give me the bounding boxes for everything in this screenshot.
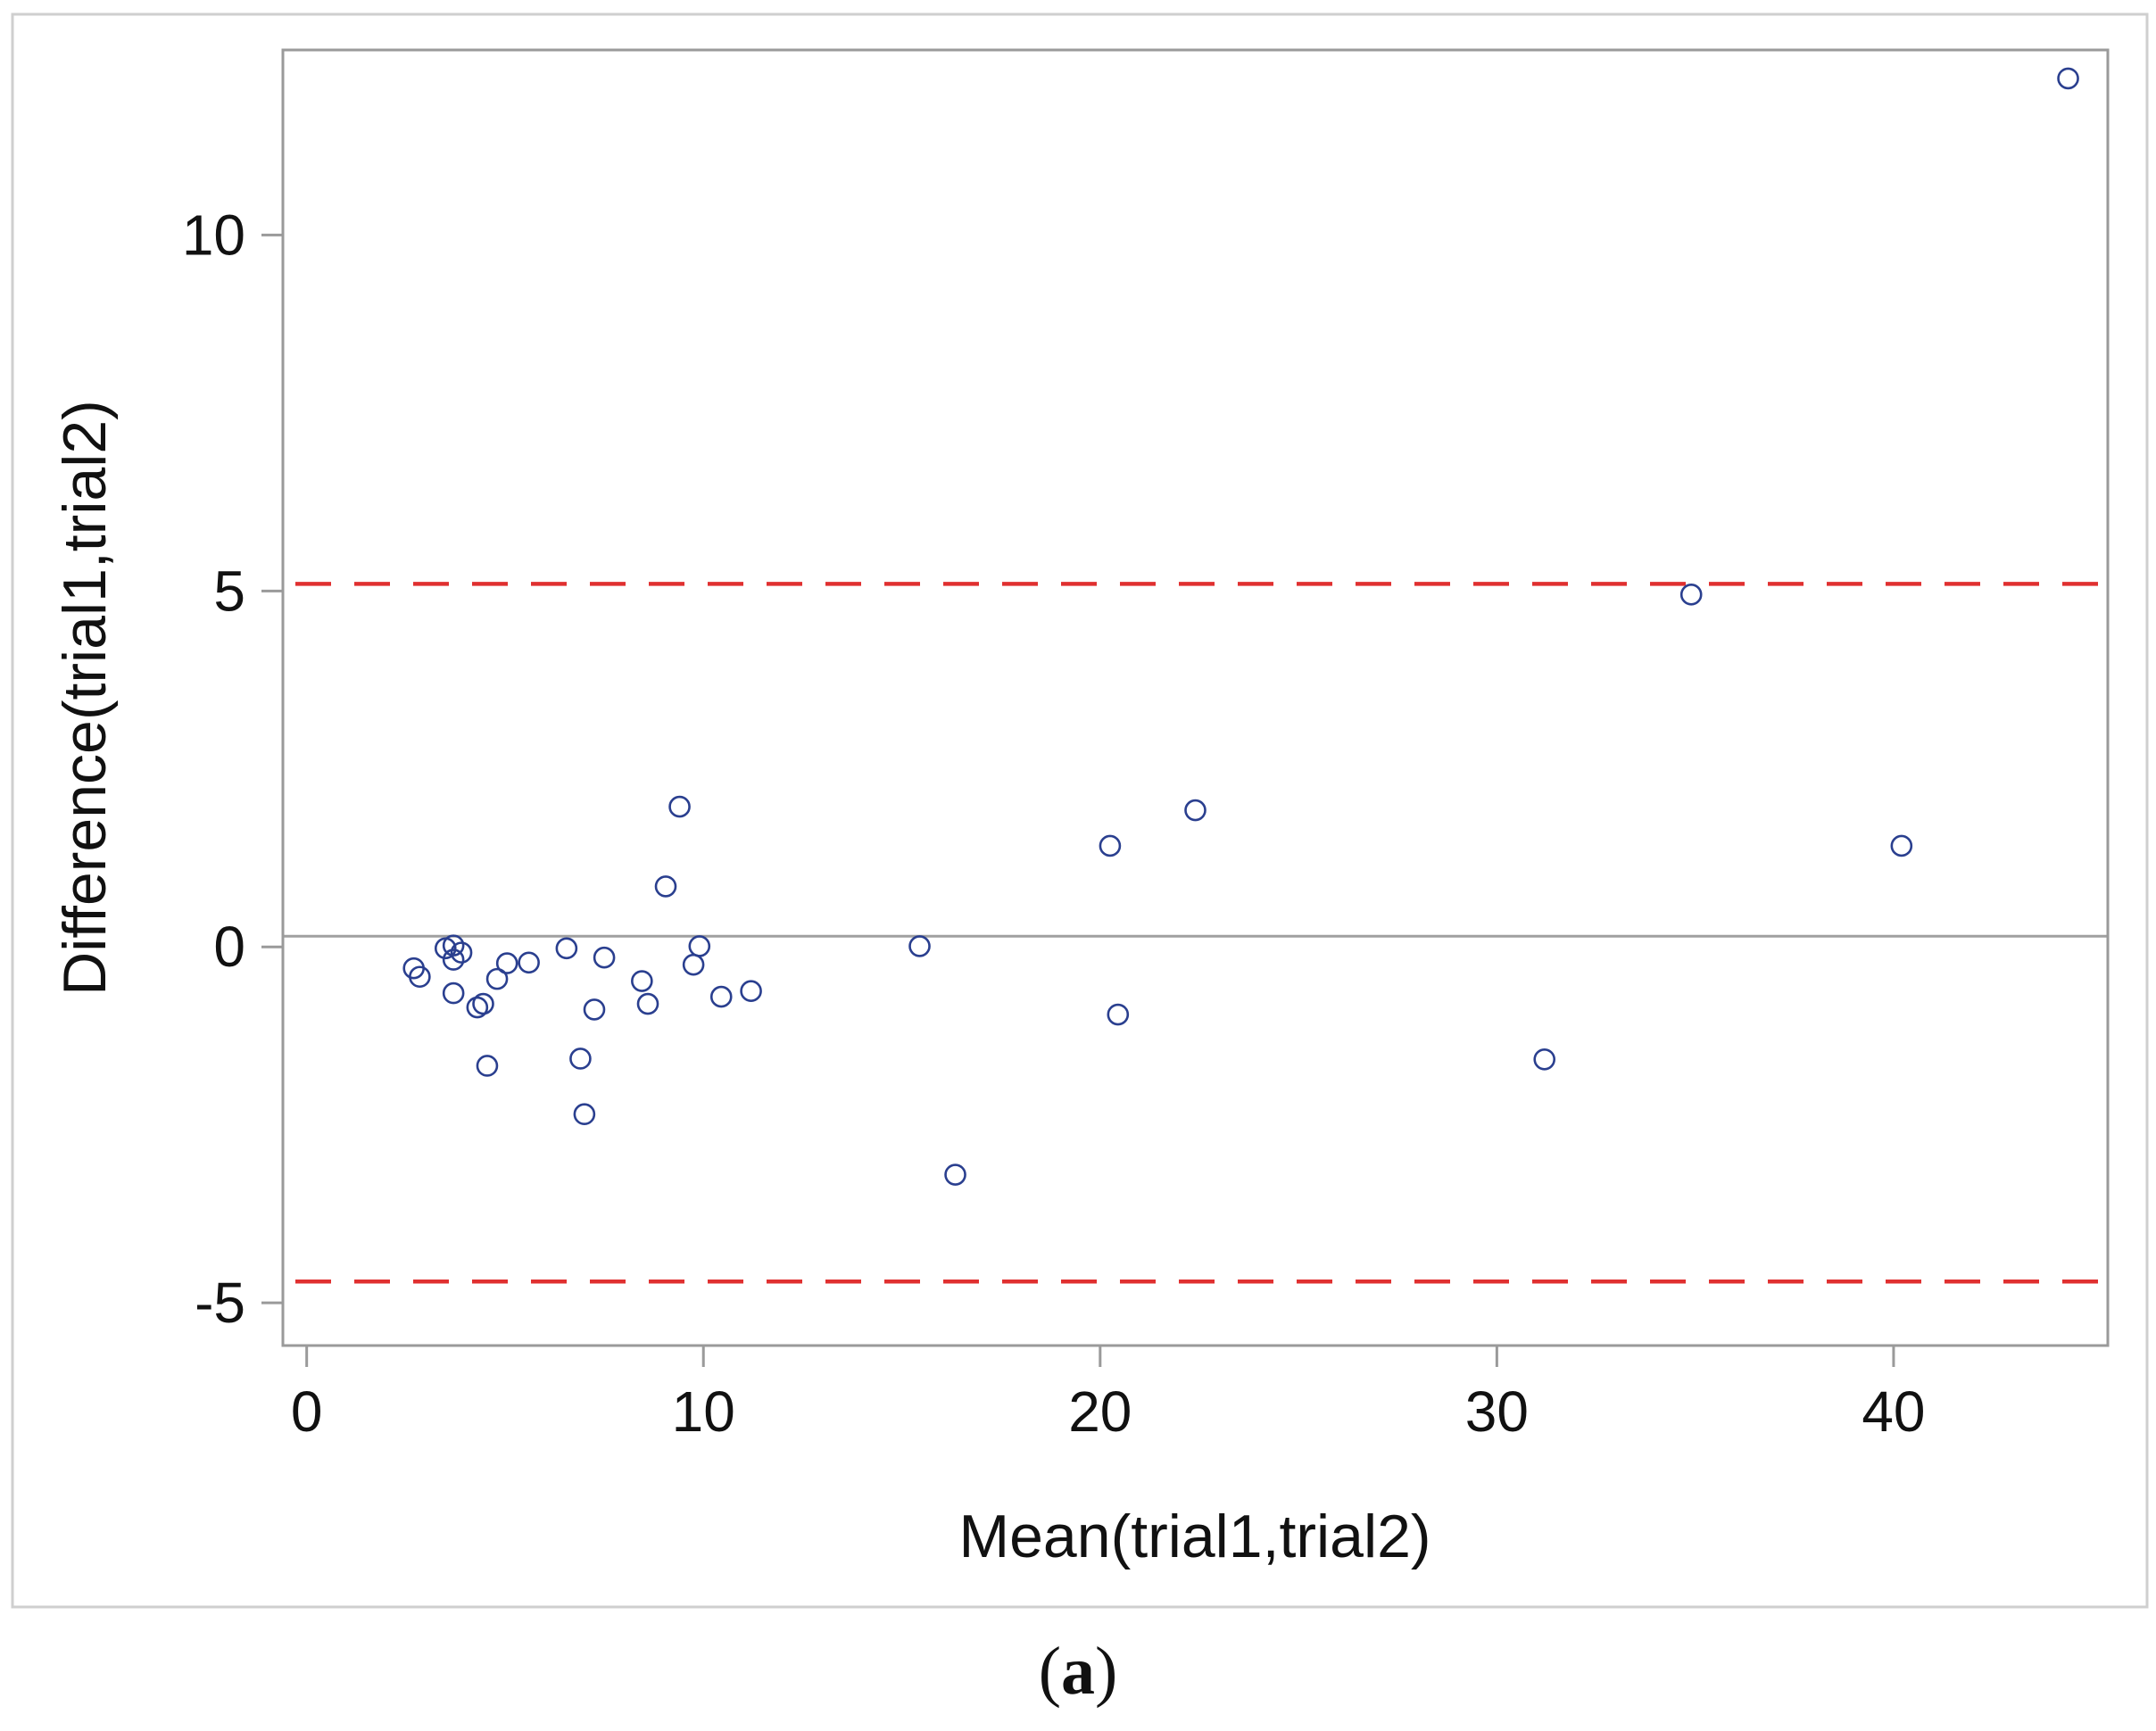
x-tick-label: 30 xyxy=(1465,1379,1529,1444)
data-point xyxy=(442,948,465,971)
data-point xyxy=(1184,799,1207,822)
data-point xyxy=(631,970,653,992)
data-points xyxy=(402,67,2079,1186)
data-point xyxy=(1099,834,1122,857)
x-tick-label: 10 xyxy=(672,1379,735,1444)
y-tick-label: -5 xyxy=(195,1271,245,1335)
data-point xyxy=(495,952,518,974)
data-point xyxy=(583,998,606,1021)
x-tick-label: 0 xyxy=(291,1379,323,1444)
data-point xyxy=(740,980,762,1002)
caption-close-paren: ) xyxy=(1095,1634,1117,1709)
data-point xyxy=(1679,584,1703,606)
data-point xyxy=(442,934,465,957)
x-tick-label: 40 xyxy=(1862,1379,1925,1444)
plot-area-border xyxy=(281,48,2110,1347)
data-point xyxy=(569,1048,592,1070)
data-point xyxy=(450,941,473,964)
data-point xyxy=(2057,67,2079,90)
data-point xyxy=(668,795,691,818)
data-point xyxy=(442,981,465,1005)
data-point xyxy=(573,1103,596,1126)
y-tick-label: 10 xyxy=(182,203,245,267)
data-point xyxy=(1107,1003,1130,1026)
figure-caption: (a) xyxy=(1039,1634,1118,1709)
caption-open-paren: ( xyxy=(1039,1634,1061,1709)
data-point xyxy=(466,996,489,1019)
data-point xyxy=(908,935,931,957)
data-point xyxy=(593,946,616,969)
reference-lines xyxy=(283,582,2108,1284)
y-tick-label: 5 xyxy=(213,559,245,623)
data-point xyxy=(1890,834,1913,857)
y-tick-label: 0 xyxy=(213,915,245,979)
data-point xyxy=(688,935,711,957)
y-axis-label: Difference(trial1,trial2) xyxy=(51,400,119,996)
data-point xyxy=(476,1055,499,1077)
data-point xyxy=(518,951,540,974)
data-point xyxy=(636,992,659,1015)
data-point xyxy=(1533,1048,1556,1071)
data-point xyxy=(944,1164,966,1186)
figure-border xyxy=(11,12,2149,1609)
x-axis-label: Mean(trial1,trial2) xyxy=(958,1503,1430,1570)
y-axis: -5 0 5 10 xyxy=(182,203,283,1335)
data-point xyxy=(409,965,431,989)
data-point xyxy=(709,985,733,1008)
data-point xyxy=(485,967,509,990)
data-point xyxy=(472,992,494,1015)
caption-label: a xyxy=(1061,1634,1095,1709)
data-point xyxy=(555,937,578,960)
data-point xyxy=(654,875,677,898)
x-tick-label: 20 xyxy=(1068,1379,1132,1444)
x-axis: 0 10 20 30 40 xyxy=(291,1346,1926,1444)
